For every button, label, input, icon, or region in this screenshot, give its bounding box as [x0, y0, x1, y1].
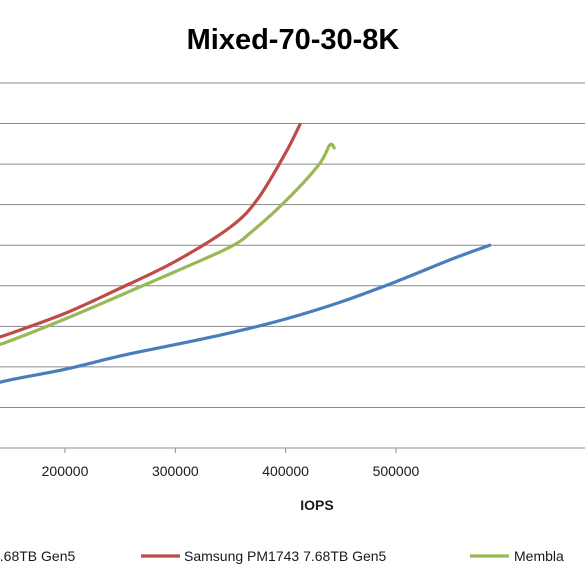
series-line-3	[0, 142, 336, 347]
series-line-2	[0, 122, 302, 339]
x-tick-label: 500000	[373, 463, 420, 479]
legend-label-2: Samsung PM1743 7.68TB Gen5	[184, 548, 387, 564]
legend-label-1: 7.68TB Gen5	[0, 548, 75, 564]
x-tick-labels: 200000 300000 400000 500000	[42, 448, 420, 479]
chart-title: Mixed-70-30-8K	[187, 24, 400, 56]
series-lines	[0, 122, 492, 384]
x-tick-label: 400000	[262, 463, 309, 479]
legend: 7.68TB Gen5 Samsung PM1743 7.68TB Gen5 Mem…	[0, 548, 564, 564]
gridlines	[0, 82, 585, 449]
legend-label-3: Membla	[514, 548, 564, 564]
x-axis-label: IOPS	[300, 497, 333, 513]
x-tick-label: 200000	[42, 463, 89, 479]
x-tick-label: 300000	[152, 463, 199, 479]
series-line-1	[0, 243, 492, 384]
